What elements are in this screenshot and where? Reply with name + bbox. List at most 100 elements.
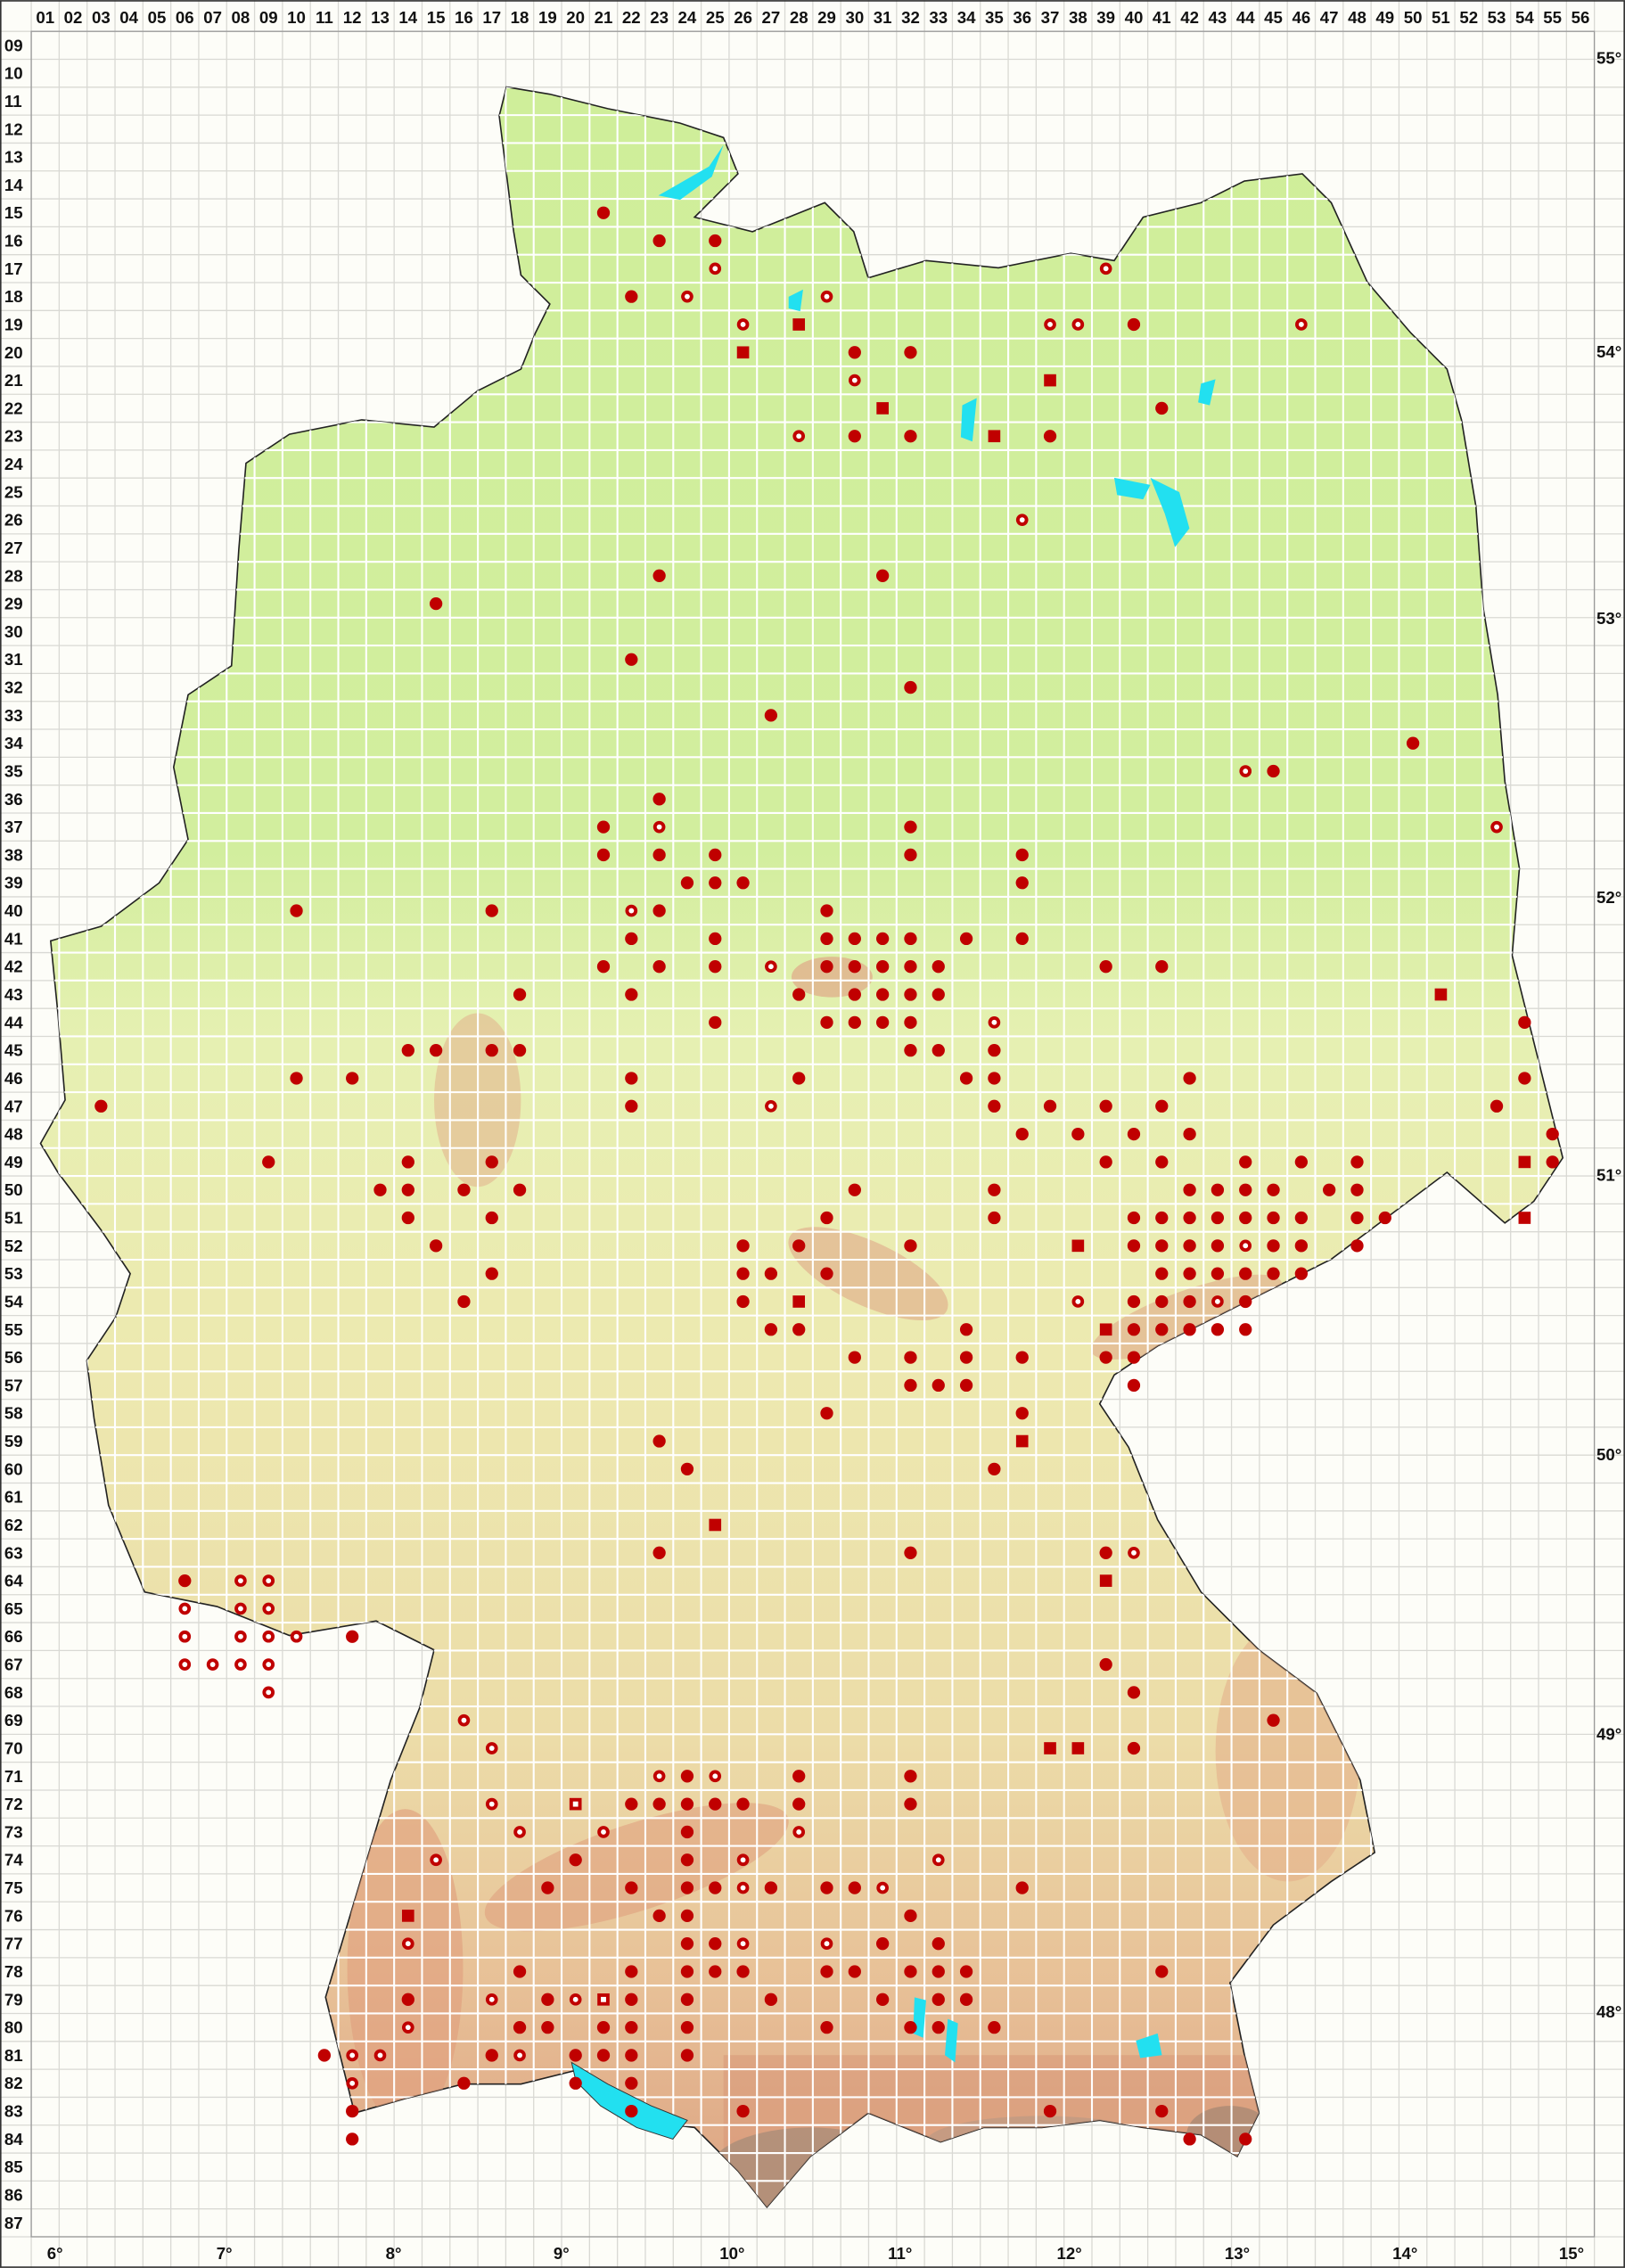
row-label: 31 <box>4 650 23 669</box>
marker-filled-circle <box>875 960 890 974</box>
row-label: 21 <box>4 371 23 390</box>
marker-open-circle <box>1211 1295 1224 1308</box>
marker-filled-circle <box>709 1965 722 1978</box>
marker-filled-square <box>876 402 889 415</box>
marker-filled-circle <box>1127 1741 1141 1755</box>
marker-filled-circle <box>652 234 666 248</box>
marker-filled-circle <box>680 2049 694 2062</box>
marker-filled-circle <box>346 1630 359 1643</box>
column-label: 08 <box>232 8 250 27</box>
marker-filled-circle <box>680 1881 694 1894</box>
marker-open-circle <box>178 1630 192 1643</box>
marker-filled-circle <box>792 1323 806 1336</box>
row-label: 55 <box>4 1320 23 1339</box>
marker-filled-circle <box>1490 1099 1504 1113</box>
marker-filled-circle <box>1211 1183 1225 1196</box>
marker-open-circle <box>820 1937 833 1951</box>
marker-filled-circle <box>848 1965 861 1978</box>
marker-filled-circle <box>485 1211 498 1225</box>
marker-filled-circle <box>625 290 638 303</box>
column-label: 40 <box>1125 8 1144 27</box>
column-label: 52 <box>1459 8 1478 27</box>
marker-filled-circle <box>820 1015 833 1029</box>
marker-filled-circle <box>1183 1127 1196 1141</box>
marker-filled-circle <box>485 2049 498 2062</box>
marker-filled-circle <box>1546 1127 1559 1141</box>
latitude-label: 52° <box>1596 888 1621 907</box>
column-label: 24 <box>678 8 697 27</box>
marker-filled-circle <box>317 2049 332 2062</box>
marker-filled-circle <box>94 1099 108 1113</box>
marker-filled-circle <box>1155 1267 1169 1280</box>
marker-filled-circle <box>1183 1267 1196 1280</box>
marker-filled-circle <box>346 1072 359 1085</box>
marker-open-square <box>569 1797 582 1811</box>
marker-filled-circle <box>875 569 890 582</box>
marker-filled-circle <box>875 932 890 946</box>
longitude-label: 12° <box>1057 2244 1082 2263</box>
marker-filled-circle <box>1015 876 1029 890</box>
marker-filled-circle <box>988 1099 1001 1113</box>
column-label: 26 <box>734 8 752 27</box>
row-label: 15 <box>4 203 23 222</box>
marker-filled-circle <box>959 932 973 946</box>
row-label: 68 <box>4 1683 23 1702</box>
row-label: 80 <box>4 2018 23 2037</box>
row-label: 16 <box>4 232 23 251</box>
row-label: 40 <box>4 901 23 920</box>
row-label: 83 <box>4 2102 23 2121</box>
marker-filled-circle <box>932 988 945 1001</box>
row-label: 10 <box>4 64 23 83</box>
marker-filled-circle <box>1127 1127 1141 1141</box>
marker-filled-circle <box>959 1323 973 1336</box>
marker-open-circle <box>234 1630 247 1643</box>
marker-filled-square <box>1044 1742 1056 1754</box>
marker-filled-circle <box>764 1267 778 1280</box>
marker-filled-circle <box>1127 1686 1141 1699</box>
marker-filled-circle <box>988 1072 1001 1085</box>
column-label: 07 <box>203 8 222 27</box>
marker-filled-circle <box>848 960 861 974</box>
marker-filled-circle <box>541 1881 554 1894</box>
marker-filled-circle <box>652 1546 666 1559</box>
marker-filled-circle <box>959 1965 973 1978</box>
latitude-label: 49° <box>1596 1724 1621 1743</box>
column-label: 39 <box>1096 8 1115 27</box>
marker-filled-circle <box>625 1993 638 2006</box>
marker-open-circle <box>736 1853 750 1867</box>
marker-filled-circle <box>792 988 806 1001</box>
marker-filled-circle <box>959 1351 973 1364</box>
row-label: 17 <box>4 259 23 278</box>
marker-filled-circle <box>625 2020 638 2034</box>
marker-open-square <box>597 1993 610 2006</box>
row-label: 59 <box>4 1432 23 1450</box>
marker-filled-circle <box>932 1378 945 1393</box>
marker-open-circle <box>178 1658 192 1671</box>
marker-filled-circle <box>625 2049 638 2062</box>
ratzeburg-lake <box>788 289 803 312</box>
marker-filled-circle <box>485 904 498 917</box>
marker-filled-circle <box>513 1183 527 1196</box>
row-label: 51 <box>4 1209 23 1228</box>
marker-filled-circle <box>680 1937 694 1951</box>
marker-filled-circle <box>1099 1546 1112 1559</box>
marker-filled-circle <box>709 960 722 974</box>
marker-filled-circle <box>1350 1239 1364 1253</box>
row-label: 24 <box>4 455 23 473</box>
marker-filled-circle <box>904 1770 917 1783</box>
column-label: 36 <box>1013 8 1031 27</box>
marker-open-circle <box>1099 262 1112 275</box>
marker-filled-circle <box>820 2020 833 2034</box>
marker-open-circle <box>625 904 638 917</box>
marker-open-circle <box>988 1016 1001 1029</box>
marker-filled-circle <box>680 1993 694 2006</box>
marker-open-circle <box>652 820 666 834</box>
marker-filled-circle <box>429 1044 443 1057</box>
row-label: 57 <box>4 1376 23 1394</box>
marker-filled-square <box>1071 1742 1085 1754</box>
marker-filled-circle <box>1015 1407 1029 1420</box>
row-label: 11 <box>4 92 22 111</box>
marker-filled-circle <box>848 932 861 946</box>
marker-filled-circle <box>290 1072 303 1085</box>
row-label: 29 <box>4 595 23 613</box>
